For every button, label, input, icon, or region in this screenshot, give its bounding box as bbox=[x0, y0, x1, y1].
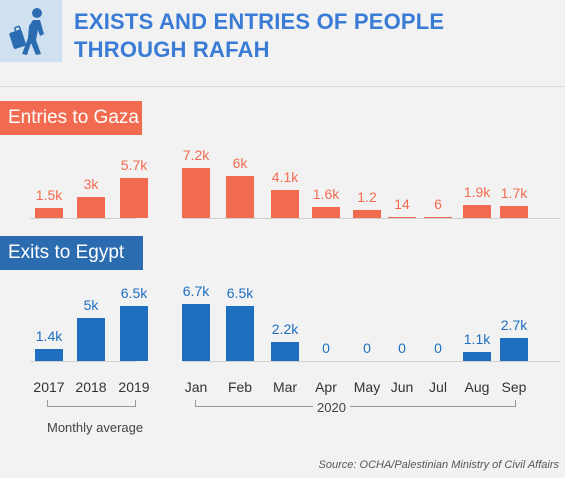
exits-series-label: Exits to Egypt bbox=[0, 236, 143, 270]
exit-baseline bbox=[30, 361, 136, 362]
entry-value-label-may: 1.2 bbox=[357, 189, 377, 205]
x-tick-label-apr: Apr bbox=[315, 379, 337, 395]
entry-bar-2017 bbox=[35, 208, 63, 218]
entry-bar-feb bbox=[226, 176, 254, 218]
x-tick-label-may: May bbox=[353, 379, 381, 395]
header-divider bbox=[0, 86, 565, 87]
group-label-monthly-average: Monthly average bbox=[43, 420, 148, 435]
exit-bar-jan bbox=[182, 304, 210, 361]
year-2020-bracket bbox=[195, 400, 516, 407]
entry-bar-aug bbox=[463, 205, 491, 218]
exit-value-label-mar: 2.2k bbox=[271, 321, 299, 337]
x-tick-label-sep: Sep bbox=[501, 379, 527, 395]
entry-value-label-mar: 4.1k bbox=[271, 169, 299, 185]
chart-title-line2: THROUGH RAFAH bbox=[74, 37, 270, 62]
exit-bar-2017 bbox=[35, 349, 63, 361]
monthly-average-bracket bbox=[47, 400, 136, 407]
x-tick-label-jan: Jan bbox=[184, 379, 208, 395]
exit-value-label-apr: 0 bbox=[322, 340, 330, 356]
exit-bar-sep bbox=[500, 338, 528, 361]
chart-title-line1: EXISTS AND ENTRIES OF PEOPLE bbox=[74, 9, 445, 34]
entry-bar-mar bbox=[271, 190, 299, 218]
x-tick-label-aug: Aug bbox=[464, 379, 490, 395]
entry-bar-jun bbox=[388, 217, 416, 218]
entry-value-label-sep: 1.7k bbox=[500, 185, 528, 201]
x-tick-label-jul: Jul bbox=[429, 379, 447, 395]
entry-value-label-2019: 5.7k bbox=[120, 157, 148, 173]
exit-value-label-jul: 0 bbox=[434, 340, 442, 356]
entry-value-label-jun: 14 bbox=[394, 196, 410, 212]
entry-bar-jul bbox=[424, 217, 452, 218]
entry-bar-2019 bbox=[120, 178, 148, 218]
group-label-2020: 2020 bbox=[313, 400, 350, 415]
entry-value-label-aug: 1.9k bbox=[463, 184, 491, 200]
entries-series-label: Entries to Gaza bbox=[0, 101, 142, 135]
x-tick-label-jun: Jun bbox=[390, 379, 414, 395]
exit-bar-aug bbox=[463, 352, 491, 361]
x-tick-label-mar: Mar bbox=[272, 379, 298, 395]
entry-bar-jan bbox=[182, 168, 210, 218]
exit-value-label-may: 0 bbox=[363, 340, 371, 356]
exit-value-label-sep: 2.7k bbox=[500, 317, 528, 333]
exit-value-label-2019: 6.5k bbox=[120, 285, 148, 301]
exit-baseline bbox=[183, 361, 560, 362]
x-tick-label-2019: 2019 bbox=[118, 379, 150, 395]
exit-value-label-jun: 0 bbox=[398, 340, 406, 356]
entry-value-label-jan: 7.2k bbox=[182, 147, 210, 163]
chart-title: EXISTS AND ENTRIES OF PEOPLE THROUGH RAF… bbox=[74, 8, 444, 64]
exit-bar-mar bbox=[271, 342, 299, 361]
x-tick-label-2017: 2017 bbox=[33, 379, 65, 395]
entry-bar-may bbox=[353, 210, 381, 218]
exit-bar-2018 bbox=[77, 318, 105, 361]
exit-value-label-jan: 6.7k bbox=[182, 283, 210, 299]
entry-value-label-jul: 6 bbox=[434, 196, 442, 212]
source-note: Source: OCHA/Palestinian Ministry of Civ… bbox=[318, 459, 559, 471]
entry-bar-sep bbox=[500, 206, 528, 218]
entry-value-label-apr: 1.6k bbox=[312, 186, 340, 202]
entry-baseline bbox=[183, 218, 560, 219]
exit-value-label-2018: 5k bbox=[83, 297, 99, 313]
entry-value-label-2017: 1.5k bbox=[35, 187, 63, 203]
traveler-with-suitcase-icon bbox=[0, 0, 62, 62]
x-tick-label-feb: Feb bbox=[227, 379, 253, 395]
exit-bar-feb bbox=[226, 306, 254, 361]
x-tick-label-2018: 2018 bbox=[75, 379, 107, 395]
exit-bar-2019 bbox=[120, 306, 148, 361]
exit-value-label-2017: 1.4k bbox=[35, 328, 63, 344]
entry-value-label-2018: 3k bbox=[83, 176, 99, 192]
exit-value-label-aug: 1.1k bbox=[463, 331, 491, 347]
entry-bar-2018 bbox=[77, 197, 105, 218]
entry-value-label-feb: 6k bbox=[232, 155, 248, 171]
exit-value-label-feb: 6.5k bbox=[226, 285, 254, 301]
entry-bar-apr bbox=[312, 207, 340, 218]
entry-baseline bbox=[30, 218, 136, 219]
